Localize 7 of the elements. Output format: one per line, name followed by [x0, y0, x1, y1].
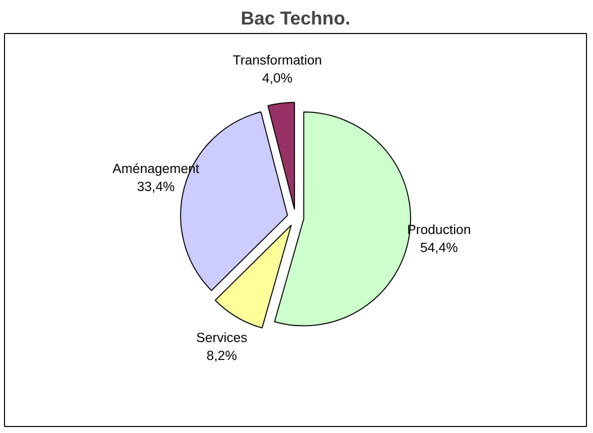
data-label: 4,0%: [262, 70, 293, 86]
data-label: 33,4%: [136, 179, 175, 194]
data-label: 8,2%: [206, 348, 238, 364]
slice-label: Services: [196, 330, 248, 346]
data-label: 54,4%: [420, 240, 458, 255]
chart-title: Bac Techno.: [240, 8, 350, 28]
slice-label: Transformation: [232, 52, 322, 68]
